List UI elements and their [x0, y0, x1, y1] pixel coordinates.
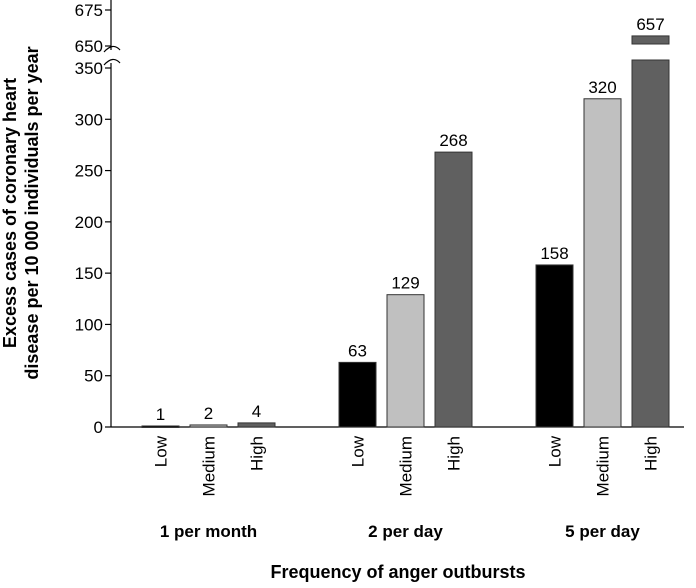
bar [189, 424, 228, 428]
y-tick-label: 675 [75, 1, 103, 20]
data-label: 158 [540, 244, 568, 263]
category-label: High [248, 436, 267, 471]
y-axis-title: Excess cases of coronary heart disease p… [0, 46, 42, 379]
y-tick-label: 50 [84, 367, 103, 386]
y-axis-ticks: 0 50 100 150 200 250 300 350 650 675 [75, 1, 111, 437]
bar [583, 98, 622, 428]
y-tick-label: 650 [75, 37, 103, 56]
x-axis-title: Frequency of anger outbursts [270, 562, 525, 582]
axis-break-mark-lower [103, 58, 121, 66]
axis-break-mark-upper [103, 45, 121, 53]
y-tick-label: 250 [75, 162, 103, 181]
data-label: 320 [588, 78, 616, 97]
bar [386, 294, 425, 428]
category-label: High [445, 436, 464, 471]
y-axis-title-line-2: disease per 10 000 individuals per year [22, 46, 42, 379]
data-label: 268 [439, 131, 467, 150]
y-tick-label: 100 [75, 315, 103, 334]
y-tick-label: 350 [75, 59, 103, 78]
y-tick-label: 200 [75, 213, 103, 232]
data-label: 2 [204, 404, 213, 423]
category-label: Low [152, 435, 171, 467]
bar [338, 361, 377, 428]
y-axis-title-line-1: Excess cases of coronary heart [0, 78, 20, 348]
bar [631, 59, 670, 428]
y-tick-label: 150 [75, 264, 103, 283]
group-label: 2 per day [368, 522, 443, 541]
bar [535, 264, 574, 428]
bar [141, 425, 180, 428]
data-label: 657 [636, 15, 664, 34]
category-label: Medium [397, 436, 416, 496]
group-label: 1 per month [160, 522, 257, 541]
category-label: Medium [200, 436, 219, 496]
data-label: 63 [348, 341, 367, 360]
bars [141, 35, 670, 428]
x-axis-group-labels: 1 per month 2 per day 5 per day [160, 522, 641, 541]
category-label: Medium [594, 436, 613, 496]
data-label: 129 [391, 274, 419, 293]
data-labels: 1 2 4 63 129 268 158 320 657 [156, 15, 665, 424]
bar-upper-segment [631, 35, 670, 45]
category-label: Low [349, 435, 368, 467]
data-label: 4 [252, 402, 261, 421]
category-label: Low [546, 435, 565, 467]
group-label: 5 per day [565, 522, 640, 541]
x-axis-category-labels: Low Medium High Low Medium High Low Medium High [152, 435, 661, 496]
bar [434, 151, 473, 428]
category-label: High [642, 436, 661, 471]
data-label: 1 [156, 405, 165, 424]
y-tick-label: 0 [94, 418, 103, 437]
bar [237, 422, 276, 428]
y-tick-label: 300 [75, 110, 103, 129]
